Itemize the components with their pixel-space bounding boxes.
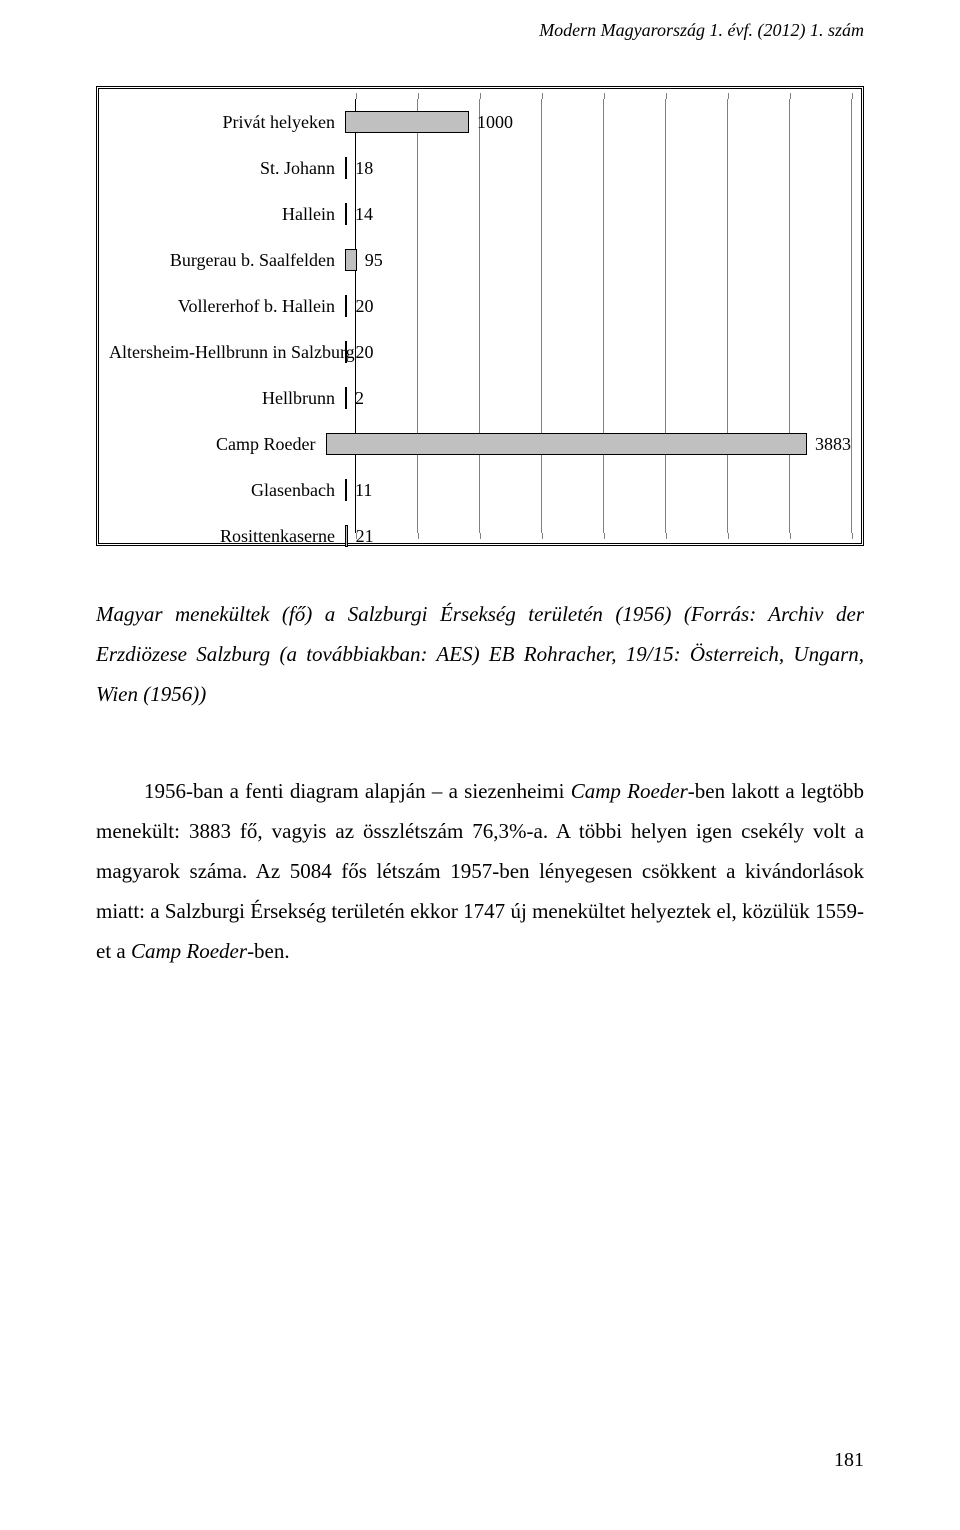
running-head: Modern Magyarország 1. évf. (2012) 1. sz… [539,20,864,41]
chart-container: Privát helyeken1000St. Johann18Hallein14… [96,86,864,546]
bar-zone: 11 [345,467,851,513]
value-label: 2 [347,388,364,409]
bar-zone: 20 [345,329,851,375]
chart-row: Privát helyeken 1000 [109,99,851,145]
category-label: Vollererhof b. Hallein [109,297,345,316]
chart-row: St. Johann18 [109,145,851,191]
bar-zone: 1000 [345,99,851,145]
chart-row: Hallein14 [109,191,851,237]
value-label: 20 [347,342,373,363]
value-label: 95 [357,250,383,271]
figure-caption-line2: Salzburg (a továbbiakban: AES) EB Rohrac… [96,642,864,706]
body-text-3: -ben lakott a legtöbb menekült: 3883 fő,… [96,779,864,963]
body-text-5: -ben. [247,939,290,963]
value-label: 18 [347,158,373,179]
body-text-4-italic: Camp Roeder [131,939,247,963]
category-label: Hallein [109,205,345,224]
category-label: Rosittenkaserne [109,527,345,546]
chart-row: Camp Roeder 3883 [109,421,851,467]
bar-zone: 14 [345,191,851,237]
chart-row: Rosittenkaserne21 [109,513,851,559]
bar [326,433,807,455]
page-number: 181 [834,1449,864,1472]
value-label: 20 [347,296,373,317]
bar-zone: 95 [345,237,851,283]
bar-zone: 2 [345,375,851,421]
value-label: 1000 [469,112,513,133]
category-label: Altersheim-Hellbrunn in Salzburg [109,343,345,362]
value-label: 3883 [807,434,851,455]
bar-zone: 21 [345,513,851,559]
category-label: Hellbrunn [109,389,345,408]
bar [345,111,469,133]
category-label: Privát helyeken [109,113,345,132]
value-label: 21 [348,526,374,547]
figure-caption: Magyar menekültek (fő) a Salzburgi Érsek… [96,595,864,715]
body-text-2-italic: Camp Roeder [571,779,688,803]
body-paragraph: 1956-ban a fenti diagram alapján – a sie… [96,772,864,971]
chart-row: Vollererhof b. Hallein20 [109,283,851,329]
chart-plot: Privát helyeken1000St. Johann18Hallein14… [109,99,851,533]
gridline [851,99,852,533]
category-label: St. Johann [109,159,345,178]
category-label: Camp Roeder [109,435,326,454]
chart-row: Hellbrunn2 [109,375,851,421]
chart-row: Glasenbach11 [109,467,851,513]
category-label: Glasenbach [109,481,345,500]
chart-row: Burgerau b. Saalfelden 95 [109,237,851,283]
value-label: 11 [347,480,372,501]
value-label: 14 [347,204,373,225]
bar [345,249,357,271]
bar-zone: 20 [345,283,851,329]
body-text-1: 1956-ban a fenti diagram alapján – a sie… [144,779,571,803]
bar-zone: 18 [345,145,851,191]
chart-row: Altersheim-Hellbrunn in Salzburg20 [109,329,851,375]
category-label: Burgerau b. Saalfelden [109,251,345,270]
bar-zone: 3883 [326,421,851,467]
